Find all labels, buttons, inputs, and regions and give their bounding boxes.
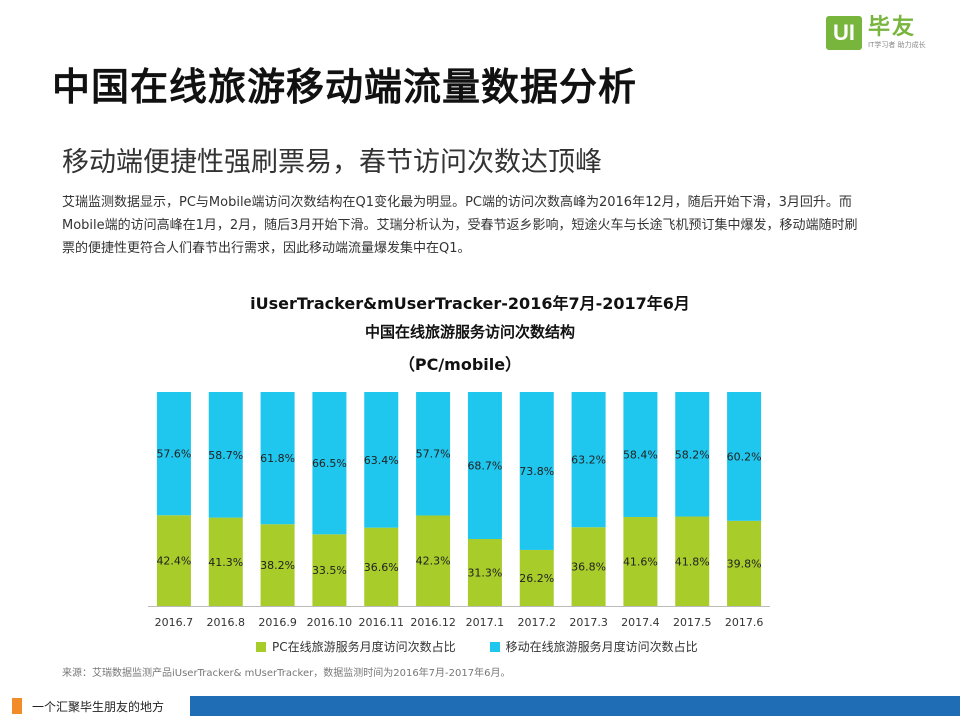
x-tick-label: 2016.9	[258, 616, 297, 629]
chart-title-line3: （PC/mobile）	[398, 355, 522, 374]
x-tick-label: 2016.8	[207, 616, 246, 629]
x-tick-label: 2017.2	[518, 616, 557, 629]
data-label-mobile-2016.10: 66.5%	[312, 457, 347, 470]
data-label-pc-2017.4: 41.6%	[623, 555, 658, 568]
bar-mobile-2016.7	[156, 392, 191, 516]
data-label-pc-2017.3: 36.8%	[571, 561, 606, 574]
bar-pc-2016.10	[312, 534, 347, 606]
bar-pc-2017.5	[675, 516, 710, 606]
data-label-mobile-2016.9: 61.8%	[260, 452, 295, 465]
bar-pc-2016.7	[156, 515, 191, 606]
chart-legend: PC在线旅游服务月度访问次数占比 移动在线旅游服务月度访问次数占比	[256, 638, 732, 655]
page-title: 中国在线旅游移动端流量数据分析	[52, 65, 638, 109]
data-label-pc-2016.11: 36.6%	[364, 561, 399, 574]
footer-blue-band	[190, 696, 960, 716]
x-tick-label: 2017.6	[725, 616, 764, 629]
logo-slogan: IT学习者 助力成长	[868, 41, 926, 49]
data-label-mobile-2016.11: 63.4%	[364, 454, 399, 467]
data-label-pc-2016.10: 33.5%	[312, 564, 347, 577]
bar-mobile-2017.1	[467, 392, 502, 540]
data-label-mobile-2016.12: 57.7%	[416, 448, 451, 461]
footer-accent	[12, 698, 22, 714]
bar-pc-2017.1	[467, 539, 502, 606]
bar-pc-2016.11	[364, 527, 399, 606]
data-label-mobile-2017.6: 60.2%	[727, 450, 762, 463]
bar-mobile-2016.8	[208, 392, 243, 518]
bar-pc-2017.6	[727, 520, 762, 606]
bar-pc-2016.12	[416, 515, 451, 606]
data-label-pc-2017.1: 31.3%	[467, 567, 502, 580]
legend-swatch-pc	[256, 641, 266, 652]
data-label-mobile-2017.2: 73.8%	[519, 465, 554, 478]
chart-title-line1: iUserTracker&mUserTracker-2016年7月-2017年6…	[250, 294, 690, 313]
data-label-mobile-2017.1: 68.7%	[467, 460, 502, 473]
brand-logo: UI 毕友 IT学习者 助力成长	[826, 16, 926, 50]
bar-mobile-2017.2	[519, 392, 554, 550]
logo-ui-mark: UI	[826, 16, 862, 50]
x-tick-label: 2017.3	[569, 616, 608, 629]
bar-pc-2017.2	[519, 549, 554, 606]
data-label-mobile-2017.3: 63.2%	[571, 454, 606, 467]
bar-mobile-2016.12	[416, 392, 451, 516]
data-label-mobile-2016.7: 57.6%	[156, 448, 191, 461]
bar-mobile-2016.9	[260, 392, 295, 525]
bar-mobile-2016.10	[312, 392, 347, 535]
bar-mobile-2017.5	[675, 392, 710, 517]
bar-mobile-2017.6	[727, 392, 762, 521]
data-label-mobile-2016.8: 58.7%	[208, 449, 243, 462]
x-tick-label: 2017.1	[466, 616, 505, 629]
x-tick-label: 2016.11	[359, 616, 405, 629]
legend-item-pc: PC在线旅游服务月度访问次数占比	[256, 638, 456, 655]
data-label-mobile-2017.5: 58.2%	[675, 448, 710, 461]
x-tick-label: 2017.5	[673, 616, 712, 629]
data-label-mobile-2017.4: 58.4%	[623, 448, 658, 461]
data-label-pc-2016.8: 41.3%	[208, 556, 243, 569]
x-tick-label: 2016.10	[307, 616, 353, 629]
data-label-pc-2016.9: 38.2%	[260, 559, 295, 572]
legend-swatch-mobile	[489, 641, 500, 652]
x-tick-label: 2016.12	[410, 616, 456, 629]
legend-label-mobile: 移动在线旅游服务月度访问次数占比	[505, 640, 698, 654]
logo-name: 毕友	[868, 15, 917, 40]
section-subtitle: 移动端便捷性强刷票易，春节访问次数达顶峰	[62, 147, 602, 178]
bar-mobile-2017.4	[623, 392, 658, 517]
bar-mobile-2017.3	[571, 392, 606, 528]
x-tick-label: 2016.7	[155, 616, 194, 629]
analysis-paragraph: 艾瑞监测数据显示，PC与Mobile端访问次数结构在Q1变化最为明显。PC端的访…	[62, 195, 858, 256]
legend-item-mobile: 移动在线旅游服务月度访问次数占比	[489, 638, 698, 655]
legend-label-pc: PC在线旅游服务月度访问次数占比	[272, 640, 456, 654]
data-label-pc-2016.12: 42.3%	[416, 555, 451, 568]
bar-mobile-2016.11	[364, 392, 399, 528]
bar-pc-2017.3	[571, 527, 606, 606]
data-label-pc-2017.2: 26.2%	[519, 572, 554, 585]
footer-bar: 一个汇聚毕生朋友的地方	[0, 696, 960, 716]
data-label-pc-2016.7: 42.4%	[156, 555, 191, 568]
x-tick-label: 2017.4	[621, 616, 660, 629]
bar-pc-2017.4	[623, 516, 658, 606]
chart-title-line2: 中国在线旅游服务访问次数结构	[364, 323, 575, 341]
chart-source-note: 来源：艾瑞数据监测产品iUserTracker& mUserTracker，数据…	[62, 668, 511, 679]
bar-pc-2016.8	[208, 517, 243, 606]
data-label-pc-2017.5: 41.8%	[675, 555, 710, 568]
data-label-pc-2017.6: 39.8%	[727, 557, 762, 570]
bar-pc-2016.9	[260, 524, 295, 606]
footer-slogan: 一个汇聚毕生朋友的地方	[32, 700, 165, 714]
